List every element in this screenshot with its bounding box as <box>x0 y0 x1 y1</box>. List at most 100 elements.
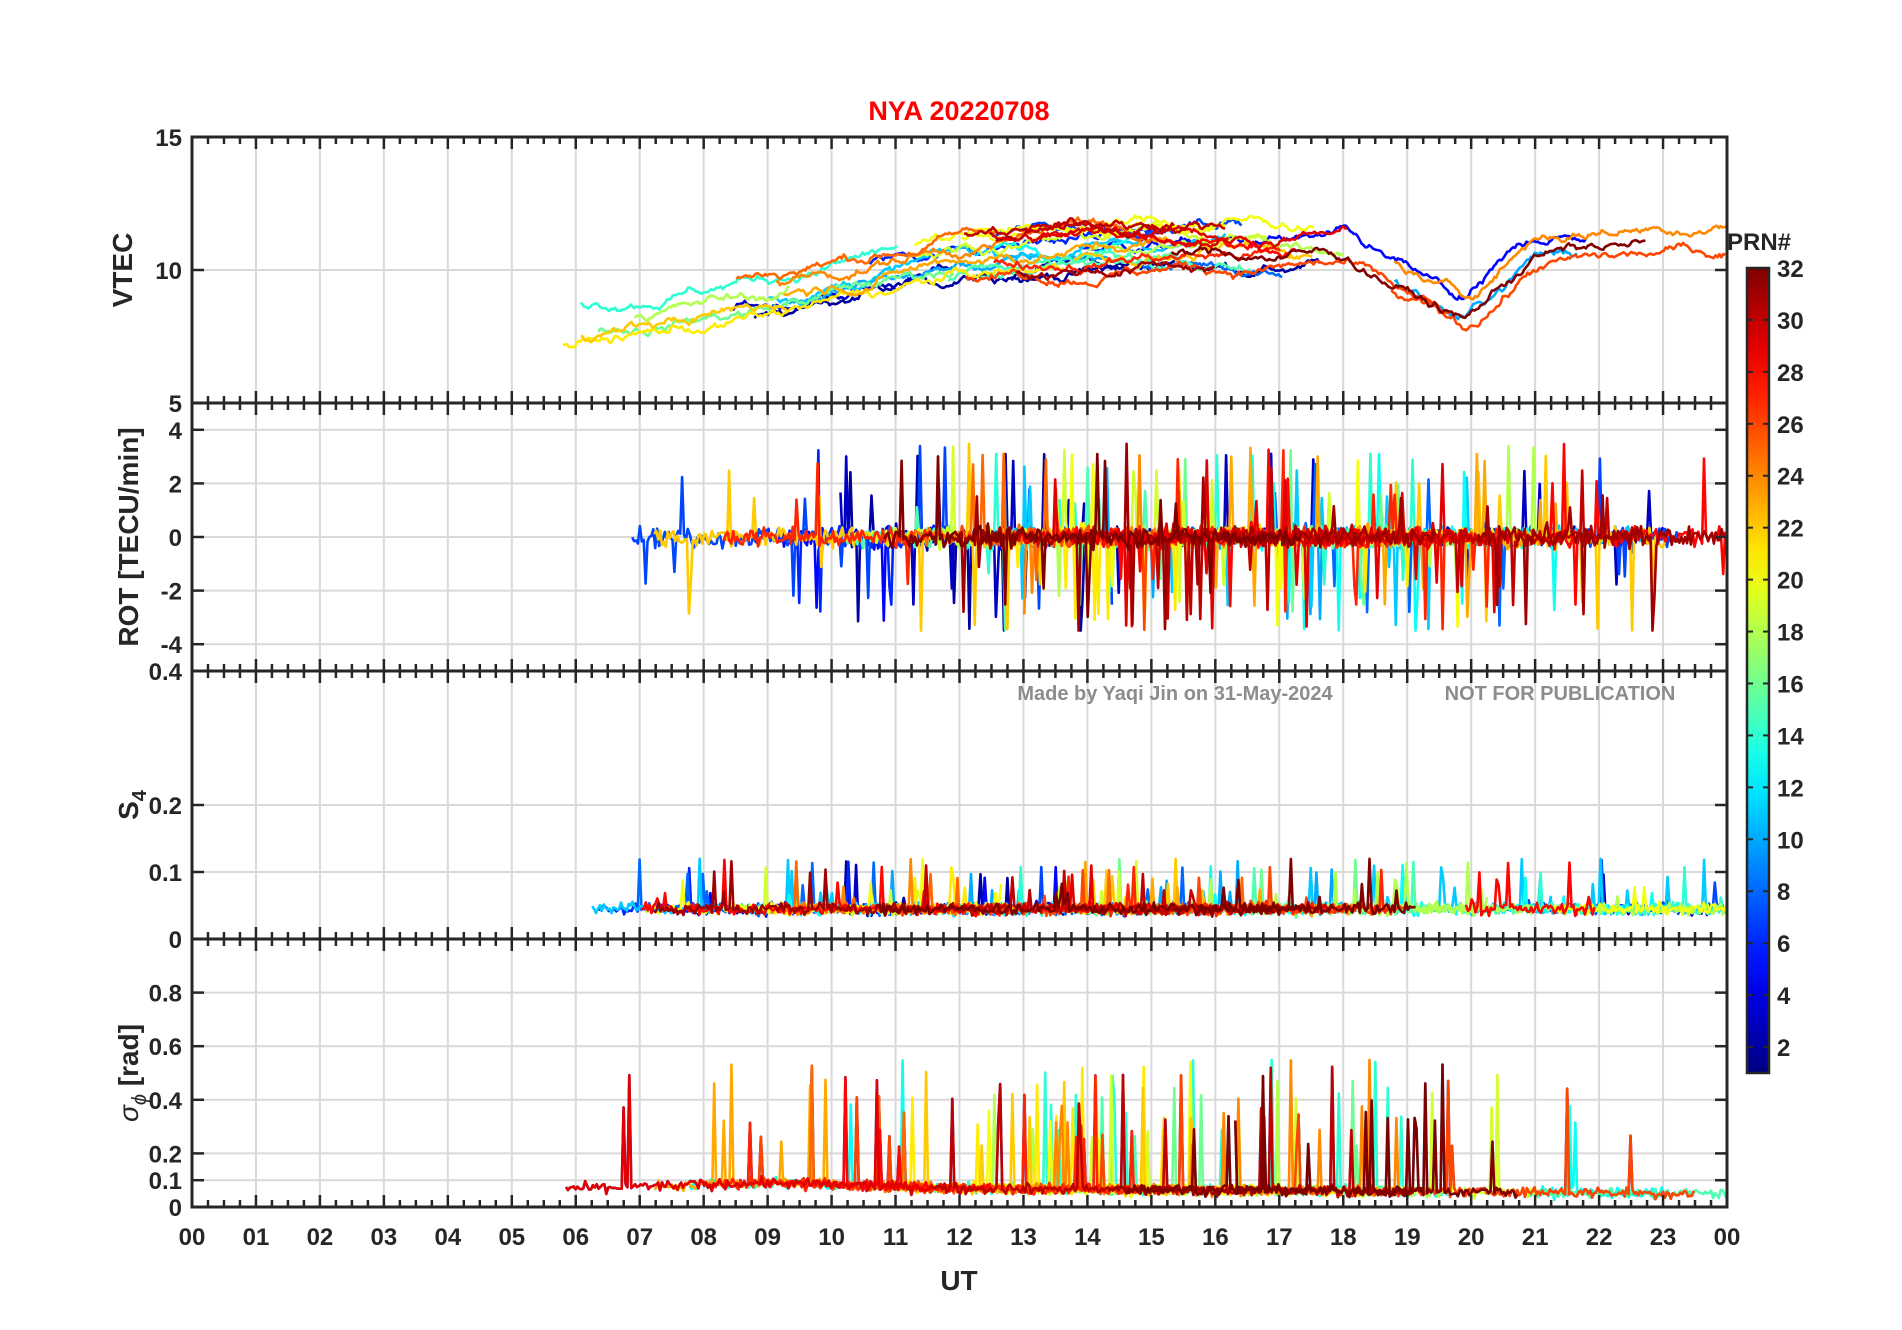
series-line-prn-11 <box>767 232 1227 307</box>
y-tick-label: 15 <box>155 125 182 152</box>
x-tick-label: 15 <box>1138 1224 1165 1251</box>
series-group <box>631 442 1727 632</box>
colorbar-tick-label: 16 <box>1777 671 1804 698</box>
series-line-prn-26 <box>1289 1079 1696 1201</box>
y-axis-label-rot: ROT [TECU/min] <box>113 427 144 646</box>
series-line-prn-24 <box>1393 224 1727 301</box>
panel-rot: -4 -2 0 2 4 ROT [TECU/min] <box>113 401 1729 673</box>
colorbar-tick-label: 14 <box>1777 723 1804 750</box>
colorbar-tick-label: 24 <box>1777 464 1804 491</box>
colorbar-tick-label: 20 <box>1777 568 1804 595</box>
colorbar-tick-label: 18 <box>1777 620 1804 647</box>
x-tick-label: 09 <box>754 1224 781 1251</box>
x-tick-label: 02 <box>307 1224 334 1251</box>
y-tick-label: 0.2 <box>149 1141 182 1168</box>
panel-vtec: 5 10 15 VTEC <box>107 125 1729 418</box>
x-tick-label: 17 <box>1266 1224 1293 1251</box>
y-tick-label: 0 <box>169 927 182 954</box>
series-line-prn-31 <box>1015 260 1216 281</box>
series-line-prn-32 <box>1234 1063 1519 1199</box>
x-tick-label: 13 <box>1010 1224 1037 1251</box>
y-tick-label: 0.1 <box>149 860 182 887</box>
colorbar-tick-label: 10 <box>1777 827 1804 854</box>
colorbar-tick-label: 30 <box>1777 308 1804 335</box>
y-tick-label: -2 <box>161 579 182 606</box>
series-line-prn-26 <box>1390 241 1726 332</box>
series-line-prn-26 <box>965 257 1455 315</box>
x-tick-label: 21 <box>1522 1224 1549 1251</box>
series-line-prn-32 <box>878 878 1301 917</box>
series-line-prn-28 <box>1464 861 1596 918</box>
y-tick-label: -4 <box>161 632 183 659</box>
series-line-prn-19 <box>913 219 1268 259</box>
series-line-prn-32 <box>1196 857 1416 918</box>
y-tick-label: 0 <box>169 1195 182 1222</box>
y-tick-label: 0 <box>169 525 182 552</box>
x-tick-label: 16 <box>1202 1224 1229 1251</box>
colorbar-title: PRN# <box>1727 229 1791 256</box>
y-tick-label: 10 <box>155 258 182 285</box>
y-tick-label: 0.8 <box>149 981 182 1008</box>
colorbar-tick-label: 4 <box>1777 983 1791 1010</box>
x-tick-label: 05 <box>498 1224 525 1251</box>
colorbar-tick-label: 8 <box>1777 879 1790 906</box>
series-line-prn-25 <box>735 216 1167 281</box>
series-line-prn-29 <box>995 225 1348 250</box>
series-group <box>562 214 1727 349</box>
colorbar-tick-label: 12 <box>1777 775 1804 802</box>
y-axis-label-sigphi: σϕ [rad] <box>113 1024 151 1122</box>
x-tick-label: 23 <box>1650 1224 1677 1251</box>
series-line-prn-18 <box>633 285 790 323</box>
x-tick-label: 00 <box>1714 1224 1741 1251</box>
x-tick-label: 14 <box>1074 1224 1101 1251</box>
colorbar-gradient <box>1745 266 1771 1075</box>
series-line-prn-21 <box>562 262 1065 349</box>
series-line-prn-31 <box>653 859 916 917</box>
y-tick-label: 0.4 <box>149 1088 183 1115</box>
watermark-author: Made by Yaqi Jin on 31-May-2024 <box>1017 683 1333 705</box>
x-tick-label: 12 <box>946 1224 973 1251</box>
y-tick-label: 2 <box>169 471 182 498</box>
series-line-prn-32 <box>883 452 1302 619</box>
y-tick-label: 0.4 <box>149 659 183 686</box>
colorbar-tick-label: 32 <box>1777 256 1804 283</box>
x-tick-label: 06 <box>562 1224 589 1251</box>
series-group <box>564 1058 1727 1202</box>
x-tick-label: 01 <box>243 1224 270 1251</box>
y-tick-label: 0.1 <box>149 1168 182 1195</box>
series-line-prn-23 <box>1152 446 1580 619</box>
series-line-prn-29 <box>564 1073 934 1197</box>
series-line-prn-30 <box>963 219 1226 237</box>
x-tick-label: 19 <box>1394 1224 1421 1251</box>
x-tick-label: 18 <box>1330 1224 1357 1251</box>
series-line-prn-22 <box>580 303 787 344</box>
y-tick-label: 4 <box>169 418 183 445</box>
y-tick-label: 0.2 <box>149 793 182 820</box>
x-axis: 00 01 02 03 04 05 06 07 08 09 10 11 12 13 14 15 16 17 18 19… <box>179 1224 1741 1251</box>
watermark-not-for-publication: NOT FOR PUBLICATION <box>1445 683 1676 705</box>
colorbar-tick-label: 26 <box>1777 412 1804 439</box>
colorbar-tick-label: 22 <box>1777 516 1804 543</box>
y-axis-label-s4: S4 <box>113 789 151 820</box>
x-axis-label: UT <box>940 1265 977 1296</box>
x-tick-label: 11 <box>883 1224 908 1251</box>
colorbar-tick-label: 28 <box>1777 360 1804 387</box>
panel-sigphi: 00.10.2 0.4 0.6 0.8 σϕ [rad] <box>113 937 1729 1222</box>
x-tick-label: 04 <box>434 1224 461 1251</box>
panel-s4: 0 0.1 0.2 0.4 S4 <box>113 659 1729 954</box>
series-line-prn-23 <box>783 236 1178 298</box>
x-tick-label: 00 <box>179 1224 206 1251</box>
y-tick-label: 0.6 <box>149 1034 182 1061</box>
y-tick-label: 5 <box>169 391 182 418</box>
x-tick-label: 08 <box>690 1224 717 1251</box>
series-line-prn-31 <box>1476 493 1727 632</box>
chart-title: NYA 20220708 <box>868 96 1049 126</box>
y-axis-label-vtec: VTEC <box>107 233 138 308</box>
series-line-prn-32 <box>1170 238 1646 320</box>
series-line-prn-23 <box>653 1063 916 1194</box>
x-tick-label: 03 <box>371 1224 398 1251</box>
x-tick-label: 20 <box>1458 1224 1485 1251</box>
